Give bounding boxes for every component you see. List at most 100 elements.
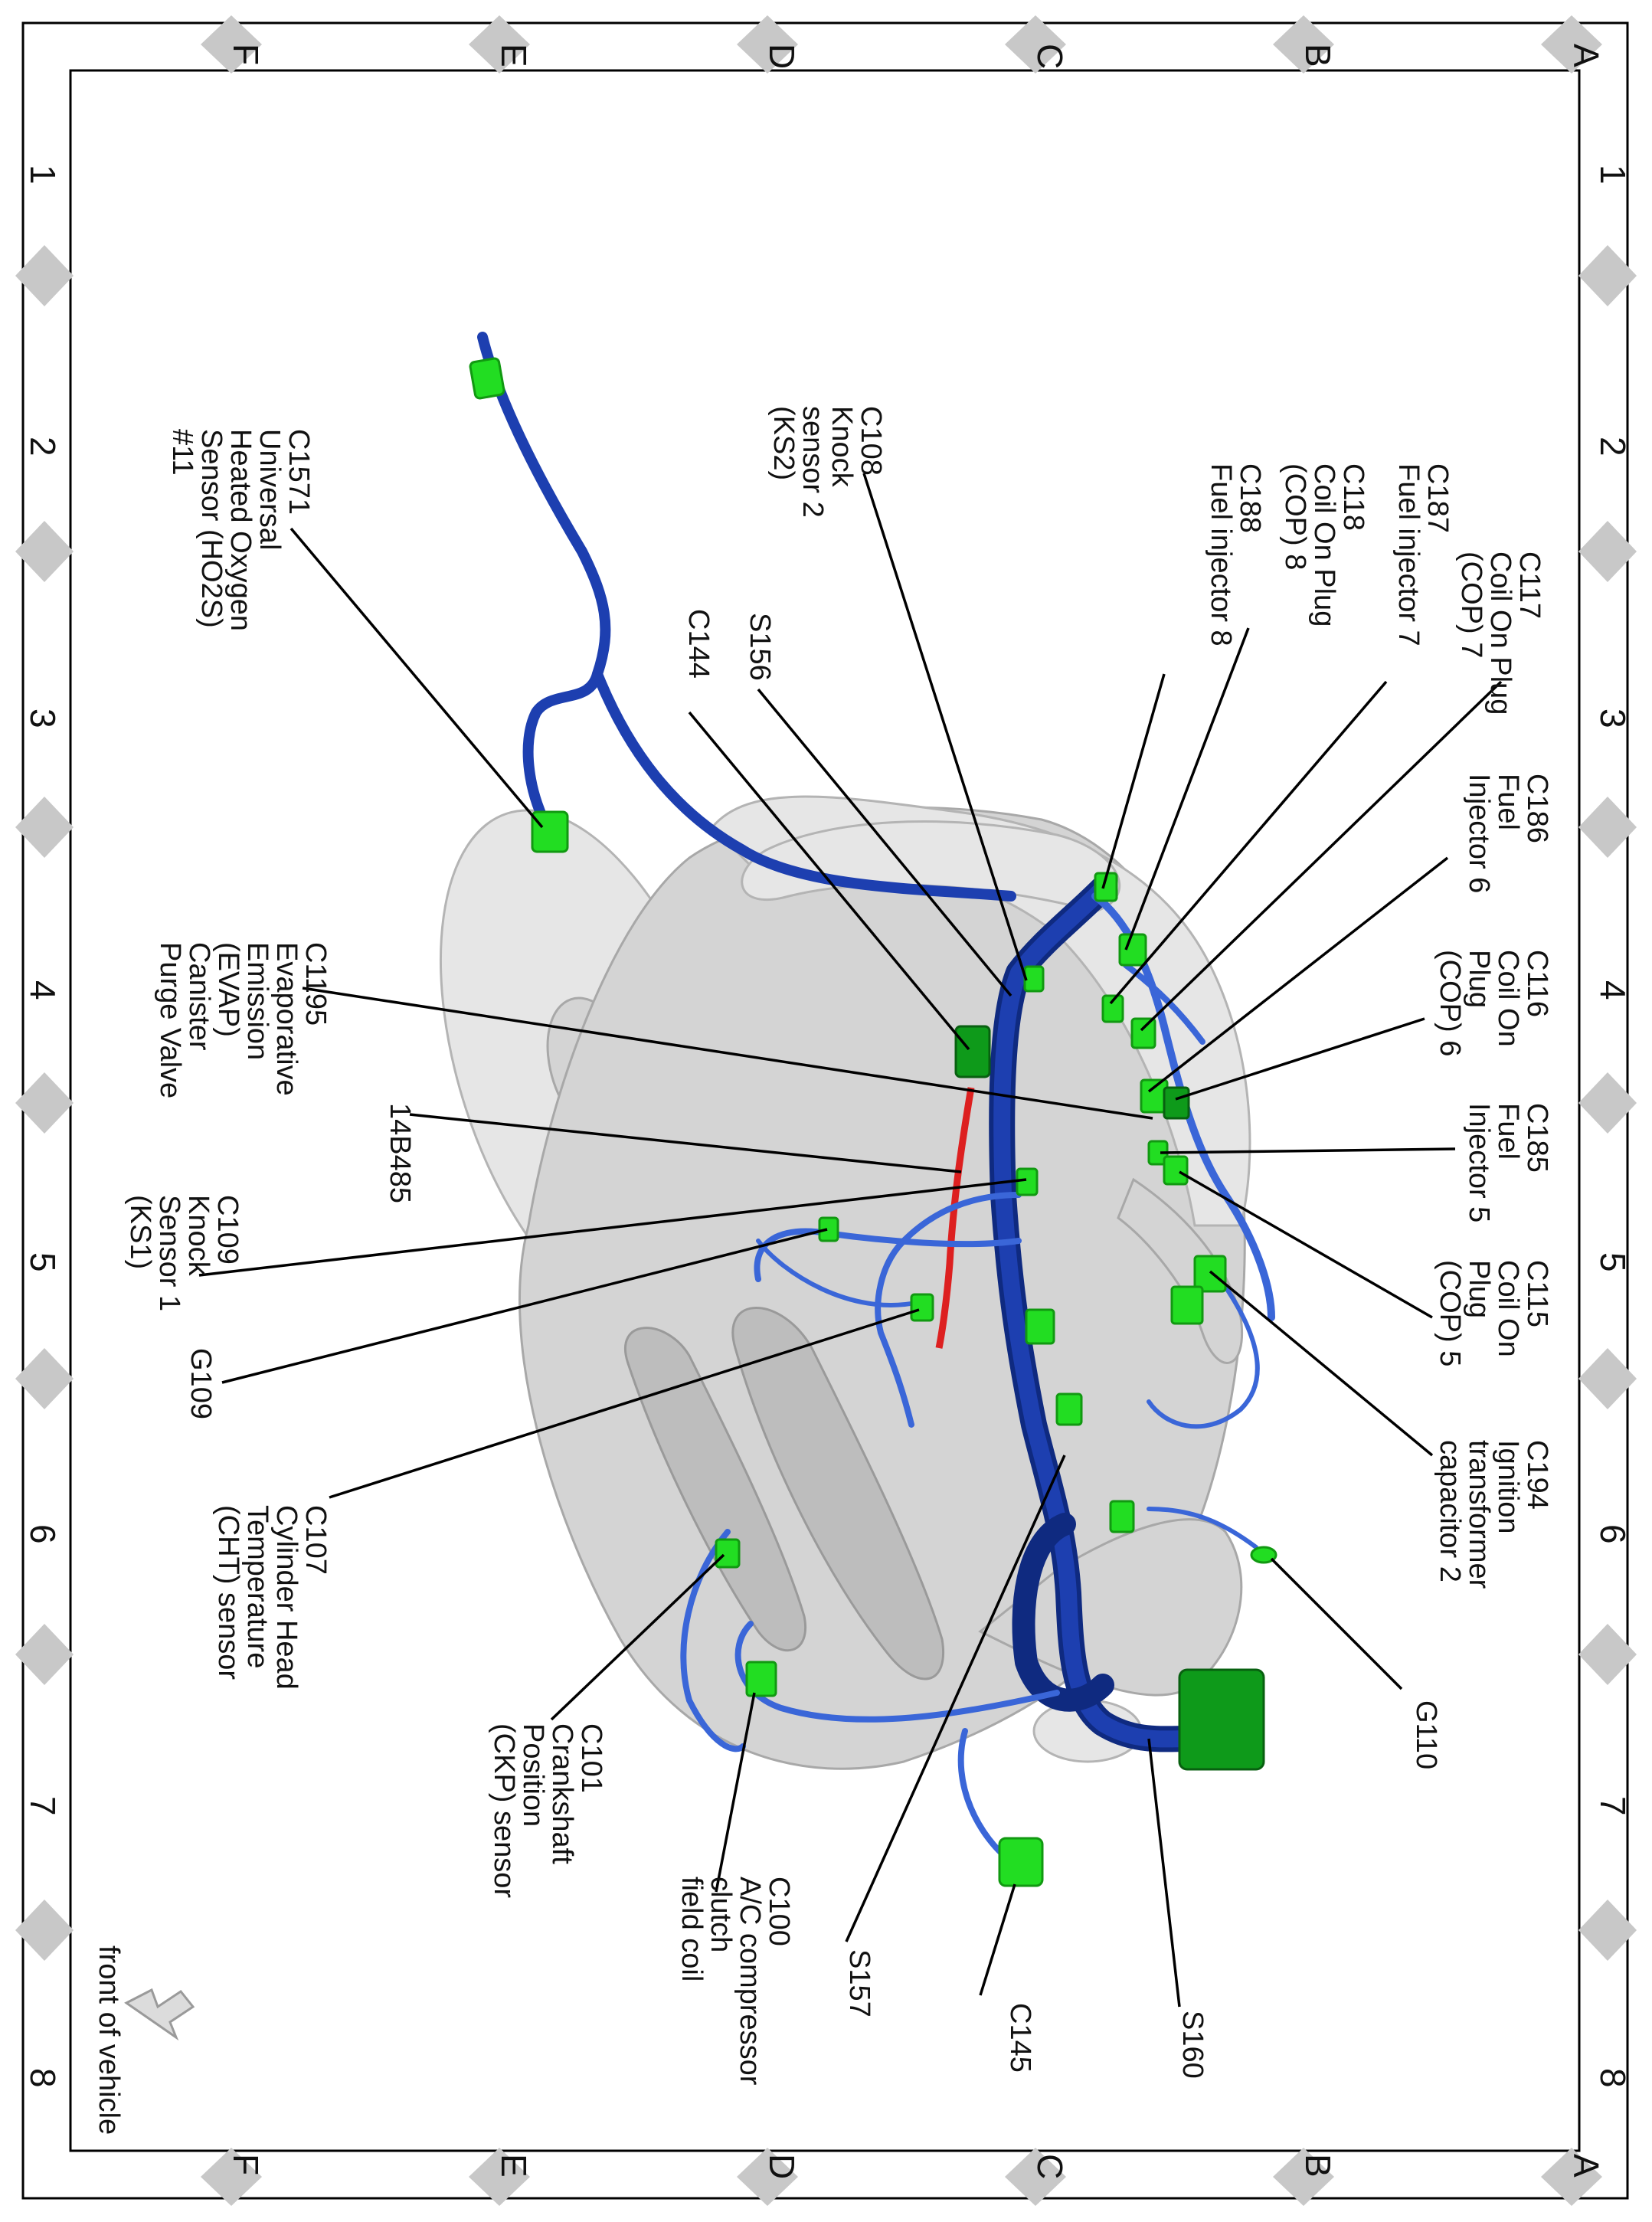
grid-column-label: 5 [23, 1252, 63, 1272]
g109-branch [756, 1239, 921, 1307]
callout-line: C188 [1234, 463, 1266, 533]
callout-line: C145 [1004, 2003, 1036, 2073]
connector-c144 [954, 1025, 991, 1078]
callout-line: Fuel injector 7 [1392, 463, 1425, 646]
leader-c100 [715, 1692, 756, 1893]
grid-marker [737, 2148, 798, 2206]
callout-c115: C115Coil OnPlug(COP) 5 [1434, 1260, 1553, 1366]
leader-g109 [221, 1228, 828, 1384]
leader-c187 [1109, 680, 1388, 1005]
leader-c118 [1124, 627, 1250, 951]
connector-c109 [1016, 1167, 1039, 1196]
connector-inline-3 [1109, 1500, 1135, 1533]
callout-line: C118 [1337, 463, 1369, 531]
callout-c1571: C1571UniversalHeated OxygenSensor (HO2S)… [166, 429, 315, 631]
callout-line: C107 [299, 1505, 332, 1575]
callout-c107: C107Cylinder HeadTemperature(CHT) sensor [212, 1505, 332, 1690]
callout-line: C117 [1513, 551, 1546, 619]
grid-marker [15, 797, 74, 858]
callout-c186: C186FuelInjector 6 [1463, 774, 1553, 893]
callout-line: C187 [1421, 463, 1454, 533]
callout-line: capacitor 2 [1434, 1440, 1466, 1582]
ho2s-lead [477, 332, 611, 840]
callout-c109: C109KnockSensor 1(KS1) [124, 1195, 244, 1311]
grid-column-label: 4 [1593, 980, 1633, 1000]
callout-line: C116 [1521, 950, 1553, 1017]
grid-marker [15, 1900, 74, 1961]
connectors [469, 357, 1277, 1887]
callout-line: S157 [843, 1949, 875, 2017]
grid-marker [1273, 2148, 1334, 2206]
grid-row-label: B [1298, 2154, 1338, 2178]
callout-s157: S157 [843, 1949, 875, 2017]
callout-c101: C101CrankshaftPosition(CKP) sensor [488, 1723, 607, 1898]
connector-square [1170, 1285, 1204, 1325]
callout-line: S160 [1176, 2011, 1209, 2079]
direction-arrow-icon [124, 1988, 195, 2041]
connector-g109 [818, 1216, 839, 1242]
grid-column-label: 8 [1593, 2068, 1633, 2088]
grid-marker [1578, 521, 1637, 582]
leader-c185 [1160, 1147, 1456, 1154]
trunk-loop [1012, 1513, 1114, 1712]
leader-c144 [688, 711, 970, 1051]
leader-c145 [979, 1883, 1016, 1996]
callout-line: Heated Oxygen [224, 429, 257, 631]
ckp-branch [734, 1621, 1060, 1723]
callout-c108: C108Knocksensor 2(KS2) [767, 406, 887, 518]
front-of-vehicle-label: front of vehicle [93, 1945, 125, 2135]
leader-c115 [1179, 1170, 1433, 1319]
grid-marker [1578, 797, 1637, 858]
connector-c108 [1023, 965, 1045, 993]
callout-line: Coil On Plug [1308, 463, 1340, 627]
callout-line: transformer [1463, 1440, 1495, 1589]
grid-marker [1005, 15, 1066, 74]
grid-marker [1541, 2148, 1602, 2206]
callout-line: C1195 [299, 942, 332, 1026]
leader-c1195 [302, 987, 1153, 1120]
callout-line: C115 [1521, 1260, 1553, 1327]
callout-line: C109 [211, 1195, 244, 1265]
connector-c107 [910, 1293, 934, 1322]
callout-s156: S156 [744, 613, 776, 681]
callout-g109: G109 [185, 1348, 217, 1419]
grid-column-label: 2 [1593, 437, 1633, 457]
leader-c188 [1101, 673, 1166, 889]
grid-marker [1578, 1624, 1637, 1685]
grid-column-label: 8 [23, 2068, 63, 2088]
grid-column-label: 3 [1593, 708, 1633, 728]
connector-c1571 [531, 810, 569, 853]
callout-line: C194 [1521, 1440, 1553, 1510]
grid-marker [1578, 1072, 1637, 1134]
callout-line: Canister [183, 942, 215, 1051]
connector-inline-2 [1055, 1392, 1083, 1426]
callout-line: Sensor (HO2S) [195, 429, 227, 628]
leader-c108 [862, 473, 1028, 981]
callout-line: Coil On [1492, 1260, 1524, 1357]
callout-line: (KS1) [124, 1195, 156, 1269]
callout-g110: G110 [1410, 1700, 1442, 1769]
connector-c100 [745, 1661, 777, 1697]
leader-c194 [1209, 1270, 1434, 1457]
grid-column-label: 7 [1593, 1796, 1633, 1816]
callout-line: Coil On [1492, 950, 1524, 1047]
grid-column-label: 4 [23, 980, 63, 1000]
leader-s156 [757, 688, 1012, 997]
grid-marker [1578, 1348, 1637, 1409]
callout-line: (CHT) sensor [212, 1505, 244, 1680]
callout-line: Fuel injector 8 [1205, 463, 1237, 646]
callout-line: C101 [575, 1723, 607, 1793]
grid-row-label: A [1566, 2154, 1606, 2178]
callout-line: #11 [166, 429, 198, 476]
callout-line: Crankshaft [546, 1723, 578, 1864]
callout-c118: C118Coil On Plug(COP) 8 [1279, 463, 1369, 627]
callout-line: Injector 5 [1463, 1103, 1495, 1222]
callout-line: (CKP) sensor [488, 1723, 520, 1898]
connector-c117 [1130, 1017, 1156, 1049]
callout-labels: C1571UniversalHeated OxygenSensor (HO2S)… [124, 406, 1553, 2086]
leader-c101 [550, 1553, 725, 1721]
callout-line: Ignition [1492, 1440, 1524, 1534]
grid-marker [201, 15, 262, 74]
leader-c107 [329, 1308, 920, 1499]
